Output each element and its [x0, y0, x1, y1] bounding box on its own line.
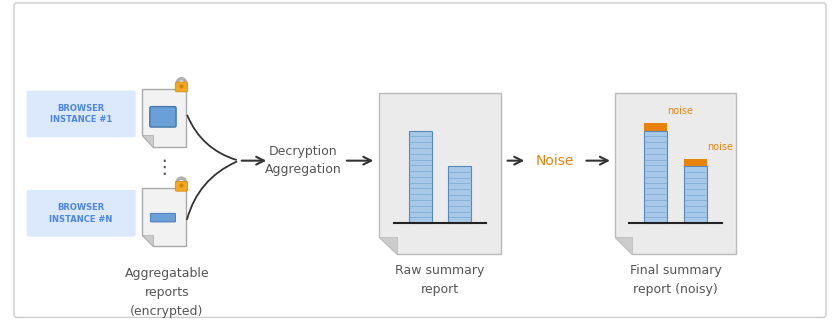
FancyBboxPatch shape	[176, 82, 187, 92]
Bar	[644, 123, 667, 131]
Text: Decryption
Aggregation: Decryption Aggregation	[265, 145, 342, 176]
Polygon shape	[141, 135, 153, 147]
Text: BROWSER
INSTANCE #N: BROWSER INSTANCE #N	[50, 203, 113, 224]
Polygon shape	[141, 89, 186, 147]
FancyBboxPatch shape	[27, 90, 136, 137]
Text: Final summary
report (noisy): Final summary report (noisy)	[630, 264, 722, 296]
Polygon shape	[379, 93, 501, 254]
Polygon shape	[615, 93, 737, 254]
FancyBboxPatch shape	[150, 107, 176, 127]
Bar	[449, 166, 471, 223]
FancyBboxPatch shape	[150, 213, 176, 222]
Text: noise: noise	[667, 106, 693, 116]
Polygon shape	[141, 235, 153, 246]
Bar	[408, 131, 432, 223]
Text: Aggregatable
reports
(encrypted): Aggregatable reports (encrypted)	[124, 267, 209, 318]
Bar	[684, 159, 707, 166]
Bar	[684, 166, 707, 223]
FancyBboxPatch shape	[176, 181, 187, 191]
Text: BROWSER
INSTANCE #1: BROWSER INSTANCE #1	[50, 104, 113, 124]
FancyArrowPatch shape	[187, 115, 236, 160]
Bar	[644, 131, 667, 223]
FancyArrowPatch shape	[187, 162, 236, 219]
Text: ⋮: ⋮	[155, 158, 174, 177]
Text: noise: noise	[707, 142, 733, 152]
FancyBboxPatch shape	[27, 190, 136, 237]
Text: Noise: Noise	[535, 154, 574, 168]
Polygon shape	[141, 188, 186, 246]
Polygon shape	[615, 237, 633, 254]
Polygon shape	[379, 237, 396, 254]
Text: Raw summary
report: Raw summary report	[396, 264, 485, 296]
FancyBboxPatch shape	[14, 3, 826, 317]
